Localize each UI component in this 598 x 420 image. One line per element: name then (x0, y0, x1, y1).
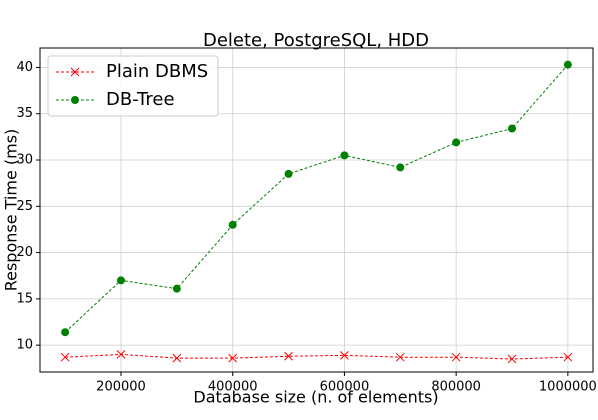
legend-box (47, 55, 219, 117)
x-tick-label: 400000 (208, 380, 258, 395)
chart-title: Delete, PostgreSQL, HDD (203, 30, 429, 51)
x-tick-label: 800000 (431, 380, 481, 395)
legend-marker (71, 96, 79, 104)
x-tick-label: 600000 (320, 380, 370, 395)
data-point (60, 352, 70, 362)
series-line (65, 353, 568, 360)
data-point (172, 353, 182, 363)
data-point (340, 151, 349, 160)
x-tick-label: 1000000 (539, 380, 597, 395)
data-point (284, 351, 293, 361)
legend-label: DB-Tree (106, 89, 175, 110)
data-point (508, 124, 517, 133)
y-tick-label: 10 (16, 338, 33, 353)
y-axis-label: Response Time (ms) (2, 129, 21, 292)
y-tick-label: 40 (16, 60, 33, 75)
y-tick-label: 30 (16, 153, 33, 168)
data-point (284, 169, 293, 178)
series-line (64, 64, 569, 333)
data-point (228, 220, 237, 229)
data-point (61, 328, 70, 337)
data-point (563, 352, 573, 362)
data-point (172, 284, 181, 293)
data-point (395, 352, 405, 362)
x-axis-label: Database size (n. of elements) (193, 388, 438, 407)
y-tick-label: 25 (16, 199, 33, 214)
data-point (116, 350, 126, 359)
data-point (451, 352, 461, 362)
data-point (116, 276, 125, 285)
y-tick-label: 15 (16, 291, 33, 306)
data-point (452, 138, 461, 147)
y-tick-label: 35 (16, 106, 33, 121)
data-point (563, 60, 572, 69)
legend-marker (70, 67, 80, 77)
data-point (396, 163, 405, 172)
legend: Plain DBMS DB-Tree (47, 55, 219, 117)
legend-label: Plain DBMS (106, 61, 208, 82)
x-tick-label: 200000 (96, 380, 146, 395)
plot-frame (39, 47, 594, 373)
data-point (340, 350, 349, 360)
data-point (507, 354, 517, 364)
y-tick-label: 20 (16, 245, 33, 260)
data-point (228, 353, 238, 363)
